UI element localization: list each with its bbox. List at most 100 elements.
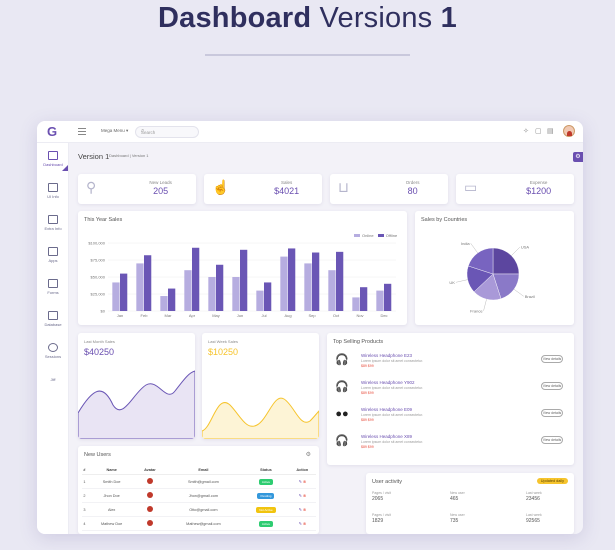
edit-icon[interactable]: ✎ <box>298 508 302 512</box>
row-number: 1 <box>82 474 87 489</box>
last-week-value: $10250 <box>208 347 239 357</box>
search-input[interactable]: Search ⌕ <box>135 126 199 138</box>
mega-menu-label: Mega Menu <box>101 128 125 133</box>
stat-card-leads: ⚲ New Leads 205 <box>78 174 196 204</box>
stat-card-sales: ☝ Sales $4021 <box>204 174 322 204</box>
product-price: $89 $99 <box>361 391 374 395</box>
pie-slice <box>492 247 520 275</box>
clipboard-icon[interactable]: ▢ <box>535 128 542 135</box>
last-week-area-chart <box>202 397 319 439</box>
delete-icon[interactable]: ⊗ <box>302 494 306 498</box>
hand-money-icon: ☝ <box>212 179 230 195</box>
new-users-title: New Users <box>84 452 111 458</box>
last-month-label: Last Month Sales <box>84 339 115 344</box>
bar-online <box>352 297 360 311</box>
product-price: $89 $99 <box>361 418 374 422</box>
bar-offline <box>360 287 368 311</box>
stat-value: 80 <box>407 186 418 196</box>
headline-light: Versions <box>319 2 433 34</box>
settings-icon[interactable]: ⚙ <box>305 452 311 458</box>
desktop-icon <box>48 247 58 256</box>
view-details-button[interactable]: View details <box>541 409 563 417</box>
clipboard-icon <box>48 279 58 288</box>
settings-gear-icon[interactable]: ⚙ <box>573 152 583 162</box>
avatar <box>136 502 164 517</box>
x-tick-label: May <box>212 313 220 318</box>
bar-chart-icon <box>48 151 58 160</box>
delete-icon[interactable]: ⊗ <box>302 480 306 484</box>
y-tick-label: $25,000 <box>91 292 106 297</box>
avatar <box>136 474 164 489</box>
pie-label: Brazil <box>525 294 535 299</box>
product-name[interactable]: Wireless Headphone X89 <box>361 434 413 439</box>
y-tick-label: $75,000 <box>91 258 106 263</box>
row-number: 4 <box>82 516 87 531</box>
bell-icon[interactable]: ▤ <box>547 128 554 135</box>
bar-offline <box>168 288 176 311</box>
sidebar-item-sessions[interactable]: Sessions <box>37 343 69 359</box>
edit-icon[interactable]: ✎ <box>298 522 302 526</box>
view-details-button[interactable]: View details <box>541 355 563 363</box>
product-name[interactable]: Wireless Headphone E09 <box>361 407 413 412</box>
user-icon <box>48 343 58 352</box>
product-name[interactable]: Wireless Headphone E23 <box>361 353 413 358</box>
product-desc: Lorem ipsum dolor sit amet consectetur. <box>361 440 424 444</box>
avatar <box>136 488 164 503</box>
y-tick-label: $0 <box>101 309 106 314</box>
col-header: # <box>82 466 87 475</box>
pie-label: India <box>461 241 470 246</box>
legend-online: Online <box>354 233 374 238</box>
headline-number: 1 <box>440 2 457 34</box>
basket-icon: ⊔ <box>338 179 349 195</box>
pie-leader <box>483 299 487 311</box>
stat-value: $1200 <box>526 186 552 196</box>
pie-leader <box>455 279 468 283</box>
legend-offline: Offline <box>377 233 397 238</box>
sidebar-item-ui-info[interactable]: UI Info <box>37 183 69 199</box>
sidebar-label: Dashboard <box>43 162 63 167</box>
sales-chart-card: This Year Sales Online Offline $0 $25,000… <box>78 211 407 325</box>
sidebar-item-database[interactable]: Database <box>37 311 69 327</box>
sidebar-item-more[interactable]: Jiff <box>37 375 69 382</box>
edit-icon[interactable]: ✎ <box>298 480 302 484</box>
hamburger-icon[interactable] <box>78 128 86 135</box>
sidebar-item-dashboard[interactable]: Dashboard <box>37 151 69 167</box>
delete-icon[interactable]: ⊗ <box>302 522 306 526</box>
row-number: 2 <box>82 488 87 503</box>
countries-chart-card: Sales by Countries USA Brazil France UK Indi… <box>415 211 574 325</box>
user-name: Mathew Doe <box>86 516 137 531</box>
user-avatar[interactable] <box>563 125 575 137</box>
network-icon[interactable]: ✧ <box>523 128 529 135</box>
edit-icon[interactable]: ✎ <box>298 494 302 498</box>
search-icon: ⌕ <box>141 128 145 134</box>
view-details-button[interactable]: View details <box>541 382 563 390</box>
pie-label: USA <box>521 245 530 250</box>
x-tick-label: Feb <box>141 313 149 318</box>
product-desc: Lorem ipsum dolor sit amet consectetur. <box>361 359 424 363</box>
main-content: Version 1 Dashboard | Version 1 ⚙ ⚲ New … <box>69 143 583 534</box>
action-cell: ✎ ⊗ <box>288 474 316 489</box>
sidebar-item-apps[interactable]: Apps <box>37 247 69 263</box>
status-badge: Not Active <box>256 506 276 513</box>
view-details-button[interactable]: View details <box>541 436 563 444</box>
bar-online <box>136 263 144 311</box>
stat-card-expense: ▭ Expense $1200 <box>456 174 574 204</box>
user-name: Alex <box>86 502 137 517</box>
headline-bold: Dashboard <box>158 2 312 34</box>
stat-value: 205 <box>153 186 169 196</box>
new-users-card: New Users ⚙ # Name Avatar Email Status A… <box>78 446 319 534</box>
bar-offline <box>144 255 152 311</box>
col-header: Status <box>243 466 289 475</box>
sidebar-item-extra-info[interactable]: Extra Info <box>37 215 69 231</box>
mega-menu[interactable]: Mega Menu ▾ <box>101 128 129 133</box>
product-name[interactable]: Wireless Headphone Y902 <box>361 380 415 385</box>
x-tick-label: Dec <box>380 313 387 318</box>
status-badge: Active <box>258 478 274 485</box>
col-header: Action <box>288 466 316 475</box>
countries-chart-title: Sales by Countries <box>421 217 468 223</box>
user-name: Jhon Doe <box>86 488 137 503</box>
chart-legend: Online Offline <box>354 233 397 238</box>
table-row: 4 Mathew Doe Mathew@gmail.com Active ✎ ⊗ <box>82 516 316 531</box>
sidebar-item-forms[interactable]: Forms <box>37 279 69 295</box>
delete-icon[interactable]: ⊗ <box>302 508 306 512</box>
